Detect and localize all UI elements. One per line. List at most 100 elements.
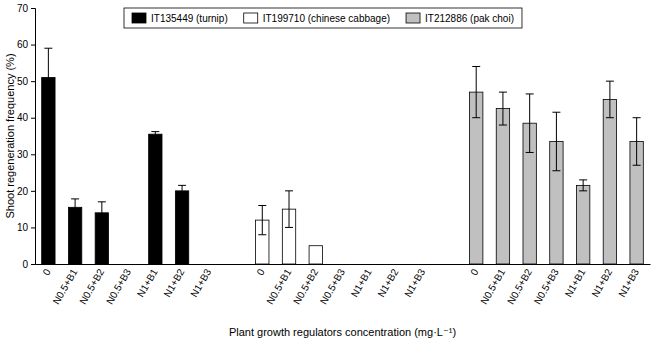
chart: 0102030405060700N0.5+B1N0.5+B2N0.5+B3N1+… — [0, 0, 660, 342]
error-bar — [258, 205, 266, 234]
tick: 0 — [40, 266, 53, 277]
tick-label: 50 — [17, 76, 29, 87]
axis-line — [31, 9, 36, 265]
bars — [42, 48, 644, 264]
legend-item: IT135449 (turnip) — [132, 13, 228, 24]
tick-mark — [31, 81, 35, 82]
tick: N1+B3 — [402, 266, 427, 299]
tick-label: N0.5+B1 — [264, 266, 293, 306]
error-bar — [98, 202, 106, 224]
tick-label: N1+B2 — [375, 266, 400, 299]
tick-label: N0.5+B3 — [104, 266, 133, 306]
bar — [309, 246, 322, 264]
error-bar — [633, 118, 641, 166]
tick-label: 0 — [40, 266, 53, 277]
error-bar — [606, 81, 614, 118]
bar — [149, 134, 162, 264]
error-cap — [552, 112, 560, 113]
error-cap — [44, 106, 52, 107]
error-cap — [258, 205, 266, 206]
tick: N0.5+B3 — [318, 266, 347, 306]
tick-label: 10 — [17, 222, 29, 233]
error-line — [182, 185, 183, 196]
tick-label: N1+B2 — [589, 266, 614, 299]
bar — [68, 207, 81, 264]
tick-label: 40 — [17, 112, 29, 123]
error-line — [609, 81, 610, 118]
tick: 40 — [17, 112, 35, 123]
error-line — [529, 94, 530, 153]
tick: N1+B3 — [616, 266, 641, 299]
error-cap — [151, 136, 159, 137]
tick-label: N0.5+B3 — [532, 266, 561, 306]
tick-label: N1+B3 — [188, 266, 213, 299]
error-bar — [499, 92, 507, 125]
tick: 0 — [468, 266, 481, 277]
tick: N0.5+B1 — [478, 266, 507, 306]
tick-mark — [31, 227, 35, 228]
error-cap — [499, 125, 507, 126]
tick-mark — [31, 191, 35, 192]
legend-swatch — [132, 13, 146, 23]
legend-label: IT212886 (pak choi) — [425, 13, 514, 24]
tick: N0.5+B3 — [532, 266, 561, 306]
tick: 10 — [17, 222, 35, 233]
bar — [470, 92, 483, 264]
tick-label: N1+B3 — [616, 266, 641, 299]
tick: N0.5+B2 — [77, 266, 106, 306]
tick-mark — [31, 45, 35, 46]
tick-label: N1+B3 — [402, 266, 427, 299]
error-line — [75, 199, 76, 216]
legend-item: IT199710 (chinese cabbage) — [244, 13, 390, 24]
series — [470, 67, 644, 264]
tick-mark — [31, 154, 35, 155]
error-line — [155, 132, 156, 137]
tick: 50 — [17, 76, 35, 87]
tick-label: 20 — [17, 186, 29, 197]
tick: N0.5+B2 — [291, 266, 320, 306]
error-cap — [285, 190, 293, 191]
bar — [363, 264, 376, 265]
error-cap — [579, 190, 587, 191]
error-bar — [579, 180, 587, 191]
tick: N1+B2 — [375, 266, 400, 299]
error-cap — [633, 117, 641, 118]
error-cap — [526, 152, 534, 153]
error-cap — [606, 81, 614, 82]
tick-mark — [31, 118, 35, 119]
tick-label: N1+B1 — [349, 266, 374, 299]
error-cap — [98, 201, 106, 202]
legend-item: IT212886 (pak choi) — [406, 13, 514, 24]
y-axis: 010203040506070 — [17, 3, 36, 270]
tick-mark — [31, 264, 35, 265]
error-cap — [44, 48, 52, 49]
tick-label: N1+B2 — [162, 266, 187, 299]
bar — [389, 264, 402, 265]
series — [256, 191, 323, 264]
bar — [496, 109, 509, 264]
error-line — [502, 92, 503, 125]
error-line — [583, 180, 584, 191]
error-bar — [526, 94, 534, 153]
error-bar — [71, 199, 79, 216]
tick-label: N0.5+B2 — [505, 266, 534, 306]
tick-label: N0.5+B3 — [318, 266, 347, 306]
legend: IT135449 (turnip) IT199710 (chinese cabba… — [124, 8, 522, 28]
error-line — [101, 202, 102, 224]
tick: N0.5+B2 — [505, 266, 534, 306]
tick: N0.5+B3 — [104, 266, 133, 306]
bar — [576, 185, 589, 264]
tick: 0 — [22, 259, 35, 270]
tick-label: 0 — [254, 266, 267, 277]
tick-label: N0.5+B1 — [478, 266, 507, 306]
bar — [416, 264, 429, 265]
error-line — [556, 112, 557, 171]
tick: 60 — [17, 39, 35, 50]
error-cap — [552, 170, 560, 171]
error-line — [48, 48, 49, 107]
tick-label: 0 — [22, 259, 28, 270]
error-cap — [258, 234, 266, 235]
tick: N1+B1 — [563, 266, 588, 299]
tick: N0.5+B1 — [264, 266, 293, 306]
error-cap — [71, 215, 79, 216]
